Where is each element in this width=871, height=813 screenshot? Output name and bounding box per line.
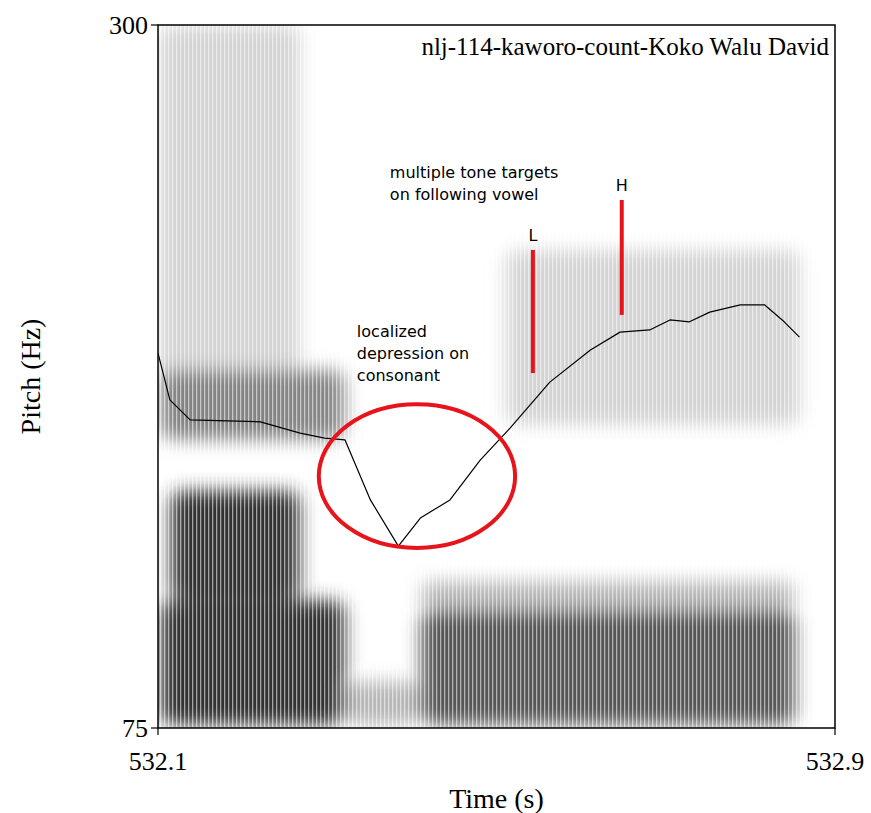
x-axis-title: Time (s) bbox=[449, 783, 544, 813]
y-axis-title: Pitch (Hz) bbox=[15, 319, 46, 435]
y-tick-label: 75 bbox=[122, 714, 148, 743]
tone-label: H bbox=[616, 176, 628, 195]
annotation-text: localized depression on consonant bbox=[357, 322, 469, 385]
annotation-line: multiple tone targets bbox=[390, 163, 559, 182]
x-tick bbox=[834, 728, 835, 735]
highlight-ellipse bbox=[319, 404, 515, 548]
spectrogram bbox=[158, 25, 835, 728]
chart: 75 300 532.1 532.9 Time (s) Pitch (Hz) nlj-114… bbox=[0, 0, 871, 813]
annotation-line: depression on bbox=[357, 344, 469, 363]
title: nlj-114-kaworo-count-Koko Walu David bbox=[421, 33, 829, 60]
x-tick bbox=[157, 728, 158, 735]
annotation-text: multiple tone targets on following vowel bbox=[390, 163, 559, 204]
annotation-line: consonant bbox=[357, 366, 440, 385]
glottal-pulses bbox=[158, 25, 835, 728]
annotation-line: localized bbox=[357, 322, 427, 341]
tone-label: L bbox=[528, 226, 537, 245]
y-tick-label: 300 bbox=[109, 11, 148, 40]
pitch-contour bbox=[158, 305, 799, 546]
y-tick bbox=[151, 24, 158, 25]
tone-target bbox=[620, 200, 624, 315]
lines bbox=[158, 305, 799, 546]
annotation-line: on following vowel bbox=[390, 185, 539, 204]
x-tick-label: 532.9 bbox=[806, 747, 865, 776]
y-tick bbox=[151, 727, 158, 728]
annotations: localized depression on consonant multiple … bbox=[319, 163, 628, 548]
tone-target bbox=[531, 250, 535, 373]
plot-frame bbox=[158, 25, 835, 728]
x-tick-label: 532.1 bbox=[129, 747, 188, 776]
